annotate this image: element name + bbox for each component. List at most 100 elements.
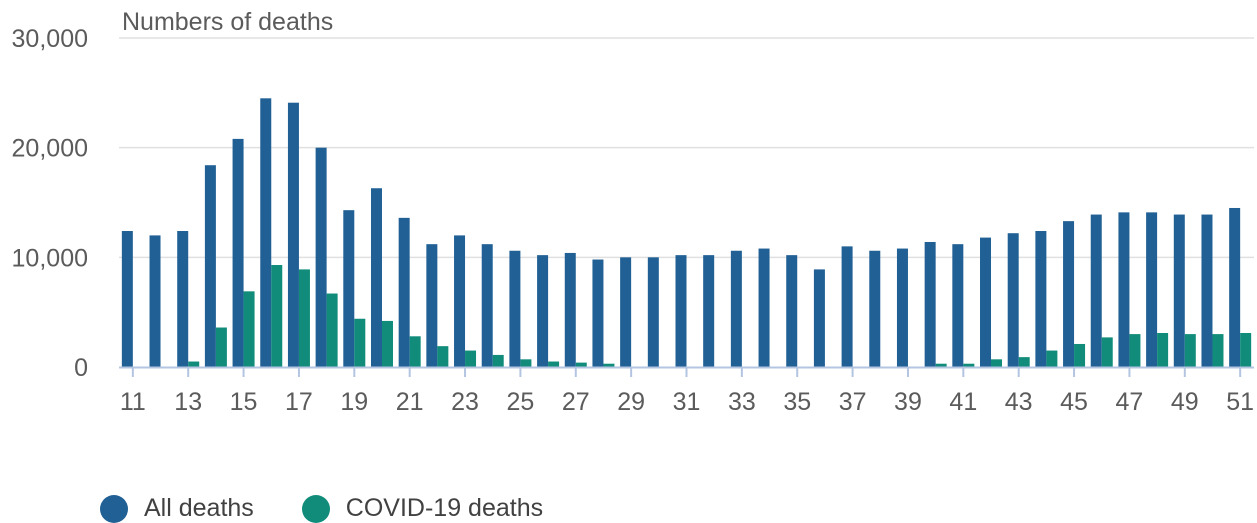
bar-covid-deaths-week-46 xyxy=(1101,337,1113,367)
y-tick-label: 0 xyxy=(74,354,88,382)
bar-all-deaths-week-30 xyxy=(647,257,659,367)
bar-covid-deaths-week-43 xyxy=(1018,357,1030,367)
bar-covid-deaths-week-51 xyxy=(1240,333,1252,367)
bar-covid-deaths-week-21 xyxy=(409,336,421,367)
bar-all-deaths-week-42 xyxy=(980,237,992,367)
bar-covid-deaths-week-20 xyxy=(381,320,393,367)
x-tick-label: 13 xyxy=(174,388,202,416)
bar-all-deaths-week-26 xyxy=(537,255,549,367)
x-tick-label: 17 xyxy=(285,388,313,416)
bar-all-deaths-week-37 xyxy=(841,246,853,367)
bar-all-deaths-week-43 xyxy=(1007,233,1019,367)
bars xyxy=(121,98,1252,367)
bar-covid-deaths-week-25 xyxy=(520,359,532,367)
bar-all-deaths-week-31 xyxy=(675,255,687,367)
bar-all-deaths-week-25 xyxy=(509,250,521,367)
bar-all-deaths-week-11 xyxy=(121,231,133,367)
legend-item-covid-deaths: COVID-19 deaths xyxy=(301,494,544,523)
bar-all-deaths-week-41 xyxy=(952,244,964,367)
x-tick-label: 21 xyxy=(396,388,424,416)
x-tick-label: 31 xyxy=(673,388,701,416)
x-tick-label: 49 xyxy=(1171,388,1199,416)
bar-covid-deaths-week-28 xyxy=(603,363,615,367)
y-tick-label: 10,000 xyxy=(12,244,88,272)
bar-all-deaths-week-46 xyxy=(1090,214,1102,367)
bar-covid-deaths-week-27 xyxy=(575,362,587,367)
bar-covid-deaths-week-40 xyxy=(935,363,947,367)
bar-all-deaths-week-44 xyxy=(1035,231,1047,367)
bar-all-deaths-week-39 xyxy=(896,248,908,367)
bar-covid-deaths-week-18 xyxy=(326,293,338,367)
bar-all-deaths-week-38 xyxy=(869,250,881,367)
bar-all-deaths-week-19 xyxy=(343,210,355,367)
bar-all-deaths-week-51 xyxy=(1229,207,1241,367)
bar-covid-deaths-week-22 xyxy=(437,346,449,367)
x-tick-label: 11 xyxy=(120,388,146,416)
legend-item-all-deaths: All deaths xyxy=(100,494,254,523)
x-tick-label: 47 xyxy=(1116,388,1144,416)
x-tick-label: 19 xyxy=(340,388,368,416)
bar-covid-deaths-week-15 xyxy=(243,291,255,367)
bar-all-deaths-week-47 xyxy=(1118,212,1130,367)
y-tick-label: 20,000 xyxy=(12,135,88,163)
y-axis: 0 10,000 20,000 30,000 xyxy=(12,25,88,382)
bar-all-deaths-week-45 xyxy=(1063,221,1075,367)
bar-all-deaths-week-24 xyxy=(481,244,493,367)
legend-label-all-deaths: All deaths xyxy=(144,494,254,522)
bar-covid-deaths-week-19 xyxy=(354,318,366,367)
bar-all-deaths-week-22 xyxy=(426,244,438,367)
bar-all-deaths-week-32 xyxy=(703,255,715,367)
legend-label-covid-deaths: COVID-19 deaths xyxy=(345,494,544,522)
bar-covid-deaths-week-17 xyxy=(298,269,310,367)
bar-all-deaths-week-35 xyxy=(786,255,798,367)
bar-covid-deaths-week-24 xyxy=(492,354,504,367)
bar-all-deaths-week-27 xyxy=(564,252,576,367)
bar-covid-deaths-week-49 xyxy=(1184,334,1196,367)
bar-covid-deaths-week-44 xyxy=(1046,350,1058,367)
bar-covid-deaths-week-45 xyxy=(1074,343,1086,367)
bar-covid-deaths-week-50 xyxy=(1212,334,1224,367)
bar-covid-deaths-week-47 xyxy=(1129,334,1141,367)
y-tick-label: 30,000 xyxy=(12,25,88,53)
x-tick-label: 51 xyxy=(1226,388,1254,416)
x-tick-label: 25 xyxy=(506,388,534,416)
x-tick-label: 27 xyxy=(562,388,590,416)
bar-all-deaths-week-20 xyxy=(370,188,382,367)
bar-all-deaths-week-13 xyxy=(177,231,189,367)
x-tick-label: 15 xyxy=(230,388,258,416)
bar-all-deaths-week-49 xyxy=(1173,214,1185,367)
bar-all-deaths-week-28 xyxy=(592,259,604,367)
bar-all-deaths-week-50 xyxy=(1201,214,1213,367)
deaths-bar-chart: 0 10,000 20,000 30,000 Numbers of deaths 11… xyxy=(12,8,1255,416)
bar-all-deaths-week-12 xyxy=(149,235,161,367)
bar-covid-deaths-week-26 xyxy=(548,361,560,367)
legend-swatch-all-deaths xyxy=(100,494,128,523)
legend-swatch-covid-deaths xyxy=(301,494,330,523)
bar-all-deaths-week-16 xyxy=(260,98,272,367)
bar-all-deaths-week-48 xyxy=(1146,212,1158,367)
bar-all-deaths-week-40 xyxy=(924,241,936,367)
legend: All deaths COVID-19 deaths xyxy=(100,494,591,523)
x-tick-label: 45 xyxy=(1060,388,1088,416)
x-axis: 11 13 15 17 19 21 23 25 27 29 31 33 35 37 39 41 43 45 47 49… xyxy=(119,366,1254,416)
x-tick-label: 39 xyxy=(894,388,922,416)
bar-all-deaths-week-23 xyxy=(454,235,466,367)
bar-all-deaths-week-17 xyxy=(287,102,299,367)
bar-all-deaths-week-33 xyxy=(730,250,742,367)
x-tick-label: 43 xyxy=(1005,388,1033,416)
bar-all-deaths-week-34 xyxy=(758,248,770,367)
bar-covid-deaths-week-41 xyxy=(963,363,975,367)
x-tick-label: 35 xyxy=(783,388,811,416)
x-tick-label: 29 xyxy=(617,388,645,416)
x-tick-label: 23 xyxy=(451,388,479,416)
bar-all-deaths-week-21 xyxy=(398,217,410,367)
bar-all-deaths-week-29 xyxy=(620,257,632,367)
bar-all-deaths-week-18 xyxy=(315,147,327,367)
x-tick-label: 41 xyxy=(949,388,977,416)
x-tick-label: 37 xyxy=(839,388,867,416)
bar-all-deaths-week-36 xyxy=(813,269,825,367)
bar-covid-deaths-week-16 xyxy=(271,265,283,367)
y-axis-title: Numbers of deaths xyxy=(122,8,333,36)
bar-covid-deaths-week-13 xyxy=(188,361,200,367)
